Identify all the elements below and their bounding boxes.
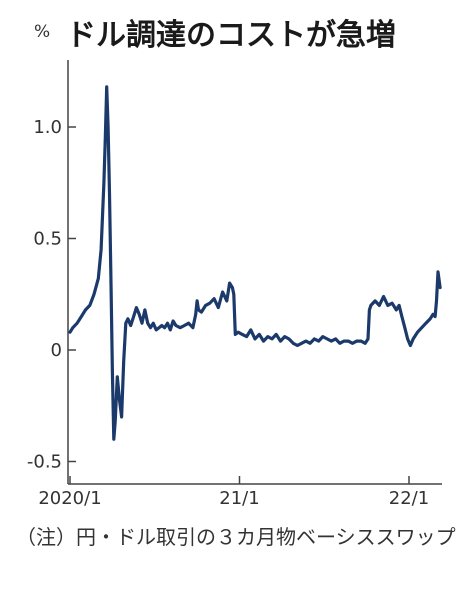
chart-note: （注）円・ドル取引の３カ月物ベーシススワップ — [16, 525, 456, 549]
series-layer — [68, 85, 442, 441]
axis-ticks: 1.0 0.5 0 -0.5 2020/1 21/1 22/1 — [27, 117, 429, 509]
y-tick-label: -0.5 — [27, 452, 62, 473]
x-tick-label: 22/1 — [389, 488, 429, 509]
y-axis-unit: % — [34, 22, 51, 42]
line-chart: 1.0 0.5 0 -0.5 2020/1 21/1 22/1 — [27, 60, 442, 509]
chart-title: ドル調達のコストが急増 — [66, 18, 396, 53]
y-tick-label: 1.0 — [33, 117, 62, 138]
series-line — [68, 85, 442, 441]
x-tick-label: 2020/1 — [38, 488, 101, 509]
y-tick-label: 0 — [51, 340, 62, 361]
y-tick-label: 0.5 — [33, 229, 62, 250]
chart-axes — [67, 60, 442, 485]
x-tick-label: 21/1 — [219, 488, 259, 509]
